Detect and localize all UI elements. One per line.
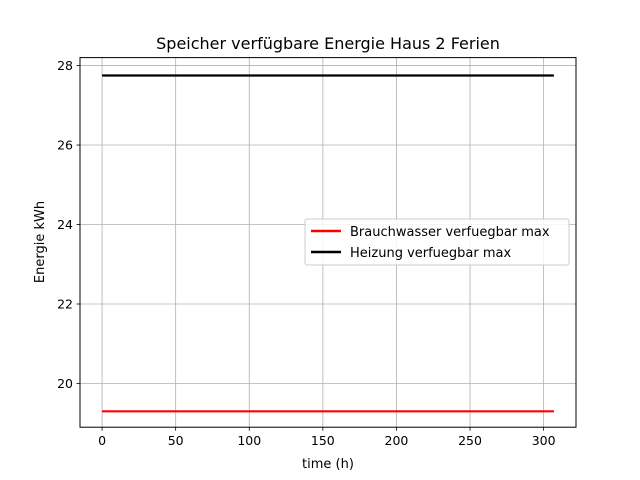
x-tick-label: 50	[168, 433, 184, 448]
y-tick-label: 22	[57, 297, 73, 312]
y-axis-ticks: 20 22 24 26 28	[57, 58, 80, 391]
x-tick-label: 250	[458, 433, 482, 448]
y-tick-label: 28	[57, 58, 73, 73]
y-axis-label: Energie kWh	[33, 201, 48, 283]
x-axis-label: time (h)	[302, 457, 354, 472]
y-tick-label: 26	[57, 138, 73, 153]
y-tick-label: 20	[57, 376, 73, 391]
plot-frame	[79, 57, 577, 428]
x-tick-label: 300	[532, 433, 556, 448]
x-tick-label: 200	[385, 433, 409, 448]
chart-title: Speicher verfügbare Energie Haus 2 Ferie…	[156, 34, 500, 53]
legend-label-brauchwasser: Brauchwasser verfuegbar max	[350, 225, 550, 240]
series-lines	[102, 74, 554, 413]
legend-label-heizung: Heizung verfuegbar max	[350, 246, 511, 261]
legend-box	[304, 218, 570, 266]
x-tick-label: 0	[98, 433, 106, 448]
legend: Brauchwasser verfuegbar max Heizung verf…	[304, 218, 570, 266]
y-tick-label: 24	[57, 217, 73, 232]
x-axis-ticks: 0 50 100 150 200 250 300	[98, 427, 556, 448]
x-tick-label: 150	[311, 433, 335, 448]
x-tick-label: 100	[237, 433, 261, 448]
